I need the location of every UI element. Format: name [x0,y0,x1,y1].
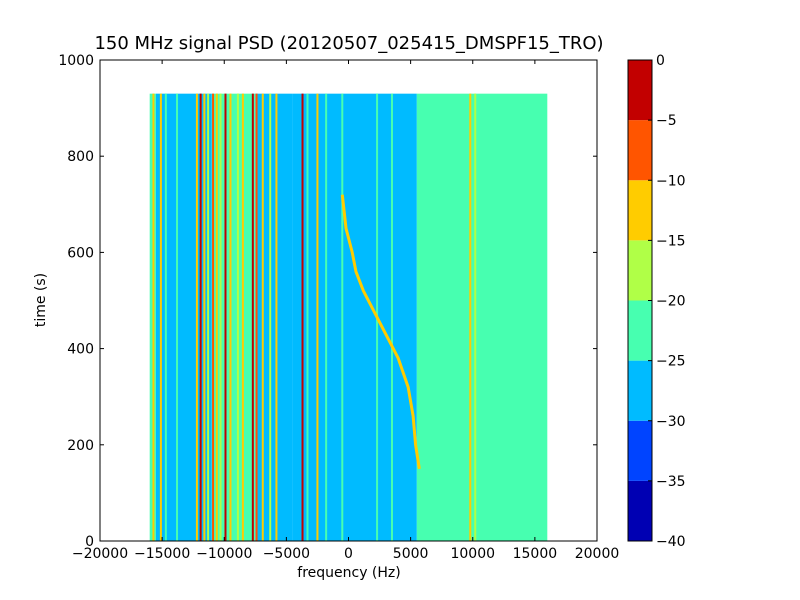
chart-title: 150 MHz signal PSD (20120507_025415_DMSP… [94,33,603,54]
x-tick-label: −5000 [263,546,310,562]
colorbar-band [628,180,652,241]
colorbar-ticks: −40 −35 −30 −25 −20 −15 −10 −5 0 [648,53,686,550]
colorbar-band [628,60,652,121]
signal-lines-layer [152,93,477,541]
colorbar-tick-label: −20 [656,294,686,310]
colorbar-band [628,240,652,301]
y-tick-label: 200 [67,438,94,454]
y-tick-label: 1000 [58,53,94,69]
colorbar-bands [628,60,652,541]
colorbar-tick-label: −15 [656,233,686,249]
x-axis-label: frequency (Hz) [297,565,400,581]
colorbar-band [628,420,652,481]
colorbar-tick-label: −10 [656,173,686,189]
colorbar-band [628,360,652,421]
y-tick-label: 600 [67,245,94,261]
heatmap-region [255,93,293,542]
colorbar-tick-label: −30 [656,414,686,430]
x-tick-label: 15000 [513,546,558,562]
colorbar-tick-label: −35 [656,474,686,490]
y-tick-label: 400 [67,342,94,358]
colorbar-tick-label: −5 [656,113,677,129]
y-axis-label: time (s) [33,273,49,327]
colorbar-band [628,300,652,361]
y-tick-label: 0 [85,534,94,550]
x-tick-label: 0 [344,546,353,562]
y-tick-label: 800 [67,149,94,165]
heatmap-region [416,93,548,542]
x-axis-ticks: −20000 −15000 −10000 −5000 0 5000 10000 15000 20… [72,60,619,562]
colorbar: −40 −35 −30 −25 −20 −15 −10 −5 0 [627,53,686,550]
x-tick-label: −15000 [134,546,190,562]
heatmap-region [211,93,256,542]
x-tick-label: 5000 [393,546,429,562]
colorbar-band [628,120,652,181]
x-tick-label: −10000 [196,546,252,562]
plot-area [99,59,598,542]
colorbar-tick-label: −40 [656,534,686,550]
heatmap-layer [149,93,548,542]
colorbar-band [628,480,652,541]
x-tick-label: −20000 [72,546,128,562]
x-tick-label: 20000 [575,546,620,562]
y-axis-ticks: 0 200 400 600 800 1000 [58,53,597,550]
x-tick-label: 10000 [450,546,495,562]
doppler-trace [340,194,421,470]
heatmap-region [292,93,417,542]
colorbar-tick-label: 0 [656,53,665,69]
colorbar-tick-label: −25 [656,354,686,370]
